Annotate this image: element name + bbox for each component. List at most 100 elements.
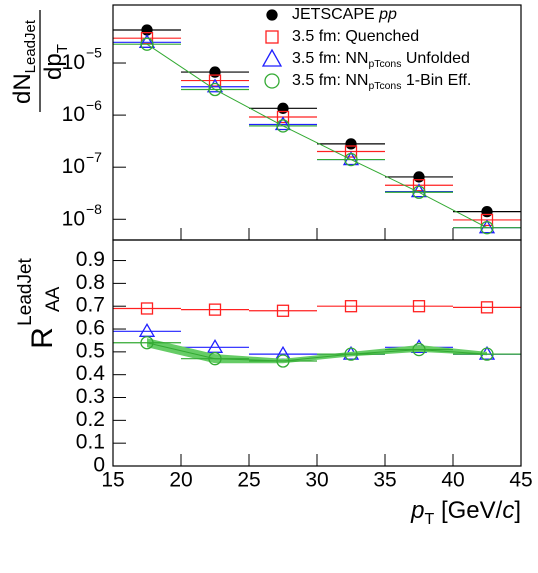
x-tick-label: 20 [169,469,192,492]
y-tick-label: 10 [62,155,85,178]
tick-base: 10 [62,51,85,74]
marker [412,185,426,199]
y-tick-label: 10 [62,51,85,74]
text-part: Unfolded [401,50,470,67]
legend-marker [265,30,279,44]
text-part: pTcons [368,59,401,70]
legend-marker [264,73,280,89]
marker [276,110,290,124]
tick-base: 10 [62,103,85,126]
text-part: 3.5 fm: NN [292,72,368,89]
y-tick-exponent: −8 [86,201,102,217]
tick-base: 10 [62,207,85,230]
marker [140,302,154,315]
text-part: pp [378,6,397,23]
text-part: c [502,497,514,524]
y-tick-label: 10 [62,103,85,126]
marker [276,304,290,317]
marker [140,37,154,51]
marker [412,342,426,357]
x-tick-label: 35 [373,469,396,492]
legend-label: 3.5 fm: NNpTcons 1-Bin Eff. [292,72,471,92]
marker [412,300,426,313]
marker [141,24,153,36]
y-tick-label: 10 [62,207,85,230]
y-axis-label: dNLeadJet dpT [9,10,71,112]
marker [208,352,222,366]
text-part: 1-Bin Eff. [401,72,471,89]
marker [276,354,290,368]
legend-label: 3.5 fm: NNpTcons Unfolded [292,50,470,70]
text-part: LeadJet [22,19,39,73]
text-part: pTcons [368,81,401,92]
x-tick-label: 15 [101,469,124,492]
y-label-sup: LeadJet [15,257,36,325]
text-part: T [54,44,71,53]
marker [208,82,222,97]
legend-label: JETSCAPE pp [292,6,397,23]
y-tick-exponent: −7 [86,149,102,165]
text-part: p [410,497,424,524]
legend-label: 3.5 fm: Quenched [292,28,419,45]
y-tick-label: 0.5 [76,339,105,362]
legend-marker [266,9,278,21]
marker [344,152,358,167]
marker [481,206,493,218]
y-tick-label: 0 [93,454,105,477]
plot-frame [112,239,522,467]
y-tick-label: 0.9 [76,248,105,271]
x-axis-label: pT [GeV/c] [410,497,521,528]
y-tick-label: 0.6 [76,317,105,340]
y-tick-label: 0.7 [76,294,105,317]
x-tick-label: 25 [237,469,260,492]
y-tick-label: 0.4 [76,362,106,385]
x-tick-label: 45 [509,469,532,492]
y-label-denominator: dpT [40,44,71,80]
y-tick-label: 0.2 [76,408,105,431]
text-part: dp [40,53,67,80]
y-label-sub: AA [43,286,64,312]
marker [480,301,494,314]
y-label-main: R [26,327,59,349]
legend-marker [261,48,283,67]
marker [480,221,494,235]
marker [480,347,494,361]
marker [478,219,496,234]
marker [277,102,289,114]
series-line [146,342,488,362]
y-tick-exponent: −6 [86,97,102,113]
text-part: [GeV/ [434,497,502,524]
marker [412,179,426,192]
marker [276,119,290,133]
y-tick-label: 0.8 [76,271,105,294]
marker [342,151,360,166]
marker [206,78,224,93]
text-part: ] [514,497,521,524]
text-part: dN [9,73,36,104]
marker [138,34,156,48]
y-tick-exponent: −5 [86,45,102,61]
x-tick-label: 40 [441,469,464,492]
marker [345,138,357,150]
y-tick-label: 0.3 [76,385,105,408]
marker [344,145,358,158]
text-part: T [425,511,435,528]
x-tick-label: 30 [305,469,328,492]
text-part: 3.5 fm: NN [292,50,368,67]
marker [140,336,154,350]
tick-base: 10 [62,155,85,178]
text-part: 3.5 fm: Quenched [292,28,419,45]
series-line [146,43,488,229]
marker [208,303,222,316]
text-part: JETSCAPE [292,6,379,23]
marker [480,213,494,227]
marker [344,300,358,313]
marker [344,347,358,361]
band [147,338,487,364]
marker [208,74,222,87]
y-tick-label: 0.1 [76,431,105,454]
marker [413,171,425,183]
